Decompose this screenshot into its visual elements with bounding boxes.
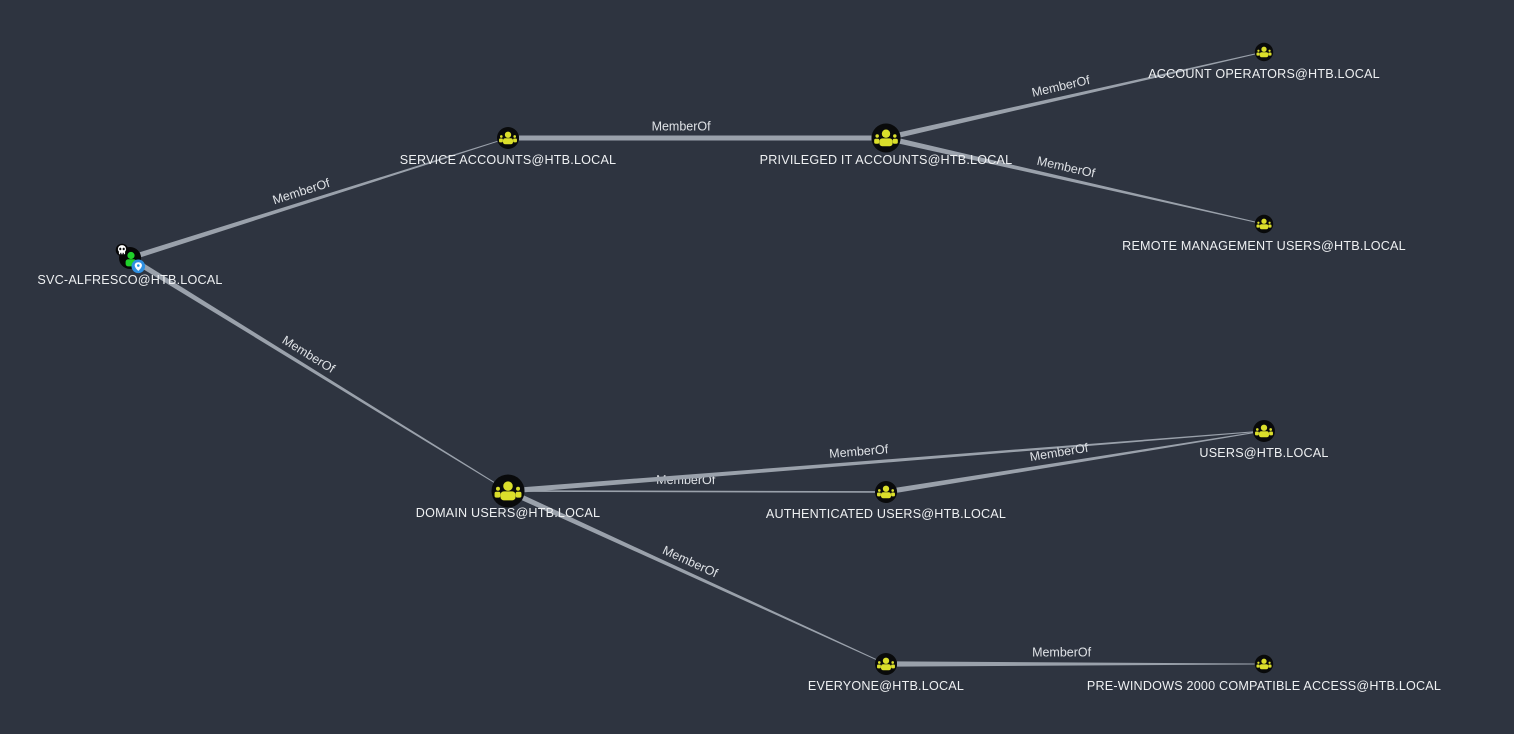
svg-text:MemberOf: MemberOf	[652, 120, 712, 134]
svg-text:MemberOf: MemberOf	[1030, 73, 1091, 100]
svg-text:MemberOf: MemberOf	[1032, 646, 1092, 660]
svg-text:MemberOf: MemberOf	[829, 442, 889, 461]
svg-text:MemberOf: MemberOf	[1036, 154, 1097, 181]
